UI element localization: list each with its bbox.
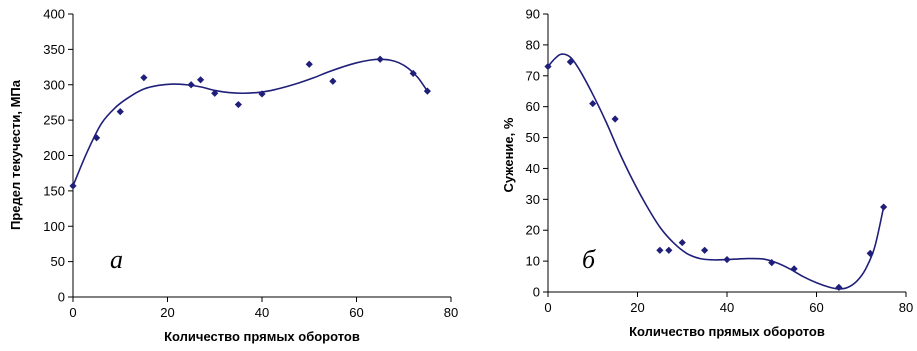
x-tick-label: 80 [899, 300, 913, 315]
data-point [258, 90, 266, 98]
y-tick-label: 150 [43, 183, 65, 198]
data-point [409, 69, 417, 78]
data-point [329, 77, 337, 85]
y-tick-label: 70 [526, 68, 540, 83]
y-tick-label: 40 [526, 161, 540, 176]
y-tick-label: 80 [526, 37, 540, 52]
data-point [880, 203, 888, 211]
data-point [835, 283, 843, 291]
chart-yield-strength: 0 50 100 150 200 250 300 350 400 0 20 40 60 80 Количес… [8, 7, 458, 345]
data-point [69, 182, 77, 190]
y-axis-title: Предел текучести, МПа [8, 79, 23, 230]
data-point [544, 62, 552, 71]
y-tick-label: 250 [43, 113, 65, 128]
data-point [611, 115, 619, 123]
data-point [566, 58, 574, 66]
y-tick-label: 300 [43, 77, 65, 92]
data-point [866, 249, 874, 257]
data-point [423, 87, 431, 95]
x-tick-label: 0 [69, 305, 76, 320]
data-point [656, 246, 664, 254]
y-tick-label: 0 [58, 290, 65, 305]
data-point [701, 246, 709, 254]
data-point [376, 55, 384, 63]
y-tick-label: 50 [526, 130, 540, 145]
x-tick-label: 40 [255, 305, 269, 320]
chart-reduction-of-area: 0 10 20 30 40 50 60 70 80 90 0 20 40 60 80 Количество п… [501, 7, 913, 340]
y-axis-title: Сужение, % [501, 117, 516, 192]
x-tick-label: 80 [444, 305, 458, 320]
y-tick-label: 90 [526, 7, 540, 22]
data-point [140, 74, 148, 82]
panel-label: а [110, 245, 123, 274]
panel-label: б [582, 245, 596, 274]
data-point [187, 81, 195, 89]
data-point [196, 76, 205, 84]
x-tick-label: 60 [809, 300, 823, 315]
data-point [790, 265, 798, 273]
data-point [678, 238, 686, 247]
x-tick-label: 20 [160, 305, 174, 320]
y-tick-label: 400 [43, 7, 65, 22]
y-tick-label: 50 [51, 254, 65, 269]
data-point [116, 108, 124, 116]
x-tick-label: 0 [544, 300, 551, 315]
y-tick-label: 60 [526, 99, 540, 114]
data-point [665, 246, 673, 254]
y-tick-label: 350 [43, 42, 65, 57]
trend-line [72, 58, 429, 187]
data-point [723, 255, 731, 264]
data-point [768, 259, 776, 267]
y-tick-label: 10 [526, 254, 540, 269]
y-tick-label: 0 [533, 285, 540, 300]
data-point [93, 134, 101, 142]
y-tick-label: 20 [526, 223, 540, 238]
x-tick-label: 40 [720, 300, 734, 315]
y-tick-label: 30 [526, 192, 540, 207]
x-axis-title: Количество прямых оборотов [164, 329, 360, 344]
data-point [589, 99, 597, 108]
data-point [211, 89, 219, 97]
data-point [305, 60, 313, 68]
x-tick-label: 60 [349, 305, 363, 320]
x-axis-title: Количество прямых оборотов [629, 324, 825, 339]
y-tick-label: 200 [43, 148, 65, 163]
y-tick-label: 100 [43, 219, 65, 234]
data-point [234, 100, 242, 109]
trend-line [547, 53, 885, 290]
x-tick-label: 20 [630, 300, 644, 315]
